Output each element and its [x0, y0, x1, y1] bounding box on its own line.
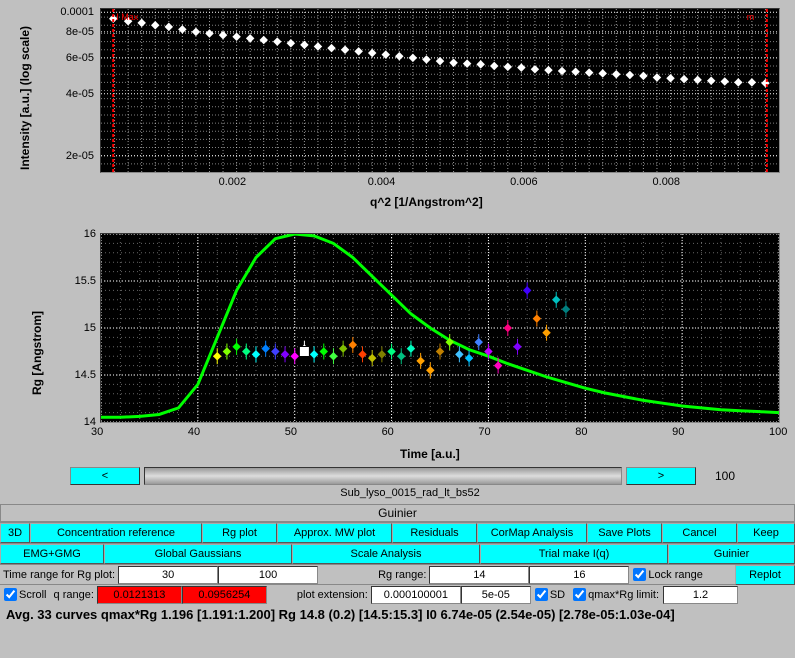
svg-text:I Max: I Max: [116, 12, 139, 22]
chart1-ylabel: Intensity [a.u.] (log scale): [18, 26, 32, 170]
btn-replot[interactable]: Replot: [735, 565, 795, 585]
chart2-xlabel: Time [a.u.]: [400, 447, 460, 461]
label-sd: SD: [550, 589, 565, 601]
slider-value: 100: [700, 469, 750, 483]
svg-text:m: m: [747, 12, 755, 22]
btn-3d[interactable]: 3D: [0, 523, 30, 543]
inputs-row-2: Scroll q range: plot extension: SD qmax*…: [0, 584, 795, 604]
label-rg-range: Rg range:: [318, 569, 429, 581]
input-rg-max[interactable]: [529, 566, 629, 584]
btn-scale-analysis[interactable]: Scale Analysis: [292, 544, 480, 564]
checkbox-scroll[interactable]: [4, 588, 17, 601]
label-q-range: q range:: [51, 589, 97, 601]
slider-section: < > 100 Sub_lyso_0015_rad_lt_bs52: [70, 467, 750, 499]
btn-residuals[interactable]: Residuals: [392, 523, 477, 543]
input-q-max[interactable]: [182, 586, 267, 604]
chart1-container: Intensity [a.u.] (log scale) 2e-054e-056…: [0, 0, 795, 215]
btn-cancel[interactable]: Cancel: [662, 523, 737, 543]
checkbox-lock-range-wrap[interactable]: Lock range: [629, 568, 706, 581]
btn-trial-make-iq[interactable]: Trial make I(q): [480, 544, 668, 564]
checkbox-sd-wrap[interactable]: SD: [531, 588, 569, 601]
button-row-1: 3D Concentration reference Rg plot Appro…: [0, 522, 795, 543]
label-scroll: Scroll: [19, 589, 47, 601]
label-lock-range: Lock range: [648, 569, 702, 581]
input-q-min[interactable]: [97, 586, 182, 604]
input-rg-min[interactable]: [429, 566, 529, 584]
input-time-end[interactable]: [218, 566, 318, 584]
label-qmax: qmax*Rg limit:: [588, 589, 659, 601]
chart2-container: Rg [Angstrom] 1414.51515.516304050607080…: [0, 225, 795, 470]
control-panel: Guinier 3D Concentration reference Rg pl…: [0, 504, 795, 625]
btn-rg-plot[interactable]: Rg plot: [202, 523, 277, 543]
checkbox-qmax[interactable]: [573, 588, 586, 601]
input-time-start[interactable]: [118, 566, 218, 584]
checkbox-scroll-wrap[interactable]: Scroll: [0, 588, 51, 601]
input-ext2[interactable]: [461, 586, 531, 604]
slider-track[interactable]: [144, 467, 622, 485]
btn-cormap[interactable]: CorMap Analysis: [477, 523, 587, 543]
input-ext1[interactable]: [371, 586, 461, 604]
label-time-range: Time range for Rg plot:: [0, 569, 118, 581]
chart2-ylabel: Rg [Angstrom]: [30, 311, 44, 395]
slider-caption: Sub_lyso_0015_rad_lt_bs52: [70, 487, 750, 499]
inputs-row-1: Time range for Rg plot: Rg range: Lock r…: [0, 564, 795, 584]
status-bar: Avg. 33 curves qmax*Rg 1.196 [1.191:1.20…: [0, 604, 795, 625]
checkbox-lock-range[interactable]: [633, 568, 646, 581]
btn-save-plots[interactable]: Save Plots: [587, 523, 662, 543]
chart1-xlabel: q^2 [1/Angstrom^2]: [370, 195, 483, 209]
subwindow-title: Guinier: [0, 504, 795, 522]
btn-guinier[interactable]: Guinier: [668, 544, 795, 564]
checkbox-sd[interactable]: [535, 588, 548, 601]
slider-next-button[interactable]: >: [626, 467, 696, 485]
label-plot-ext: plot extension:: [267, 589, 371, 601]
btn-concentration-ref[interactable]: Concentration reference: [30, 523, 202, 543]
button-row-2: EMG+GMG Global Gaussians Scale Analysis …: [0, 543, 795, 564]
btn-global-gaussians[interactable]: Global Gaussians: [104, 544, 292, 564]
input-qmax-limit[interactable]: [663, 586, 738, 604]
checkbox-qmax-wrap[interactable]: qmax*Rg limit:: [569, 588, 663, 601]
btn-emg-gmg[interactable]: EMG+GMG: [0, 544, 104, 564]
slider-prev-button[interactable]: <: [70, 467, 140, 485]
chart1-plot-area[interactable]: 2e-054e-056e-058e-050.00010.0020.0040.00…: [100, 8, 780, 173]
btn-keep[interactable]: Keep: [737, 523, 795, 543]
chart2-plot-area[interactable]: 1414.51515.51630405060708090100: [100, 233, 780, 423]
btn-approx-mw[interactable]: Approx. MW plot: [277, 523, 392, 543]
